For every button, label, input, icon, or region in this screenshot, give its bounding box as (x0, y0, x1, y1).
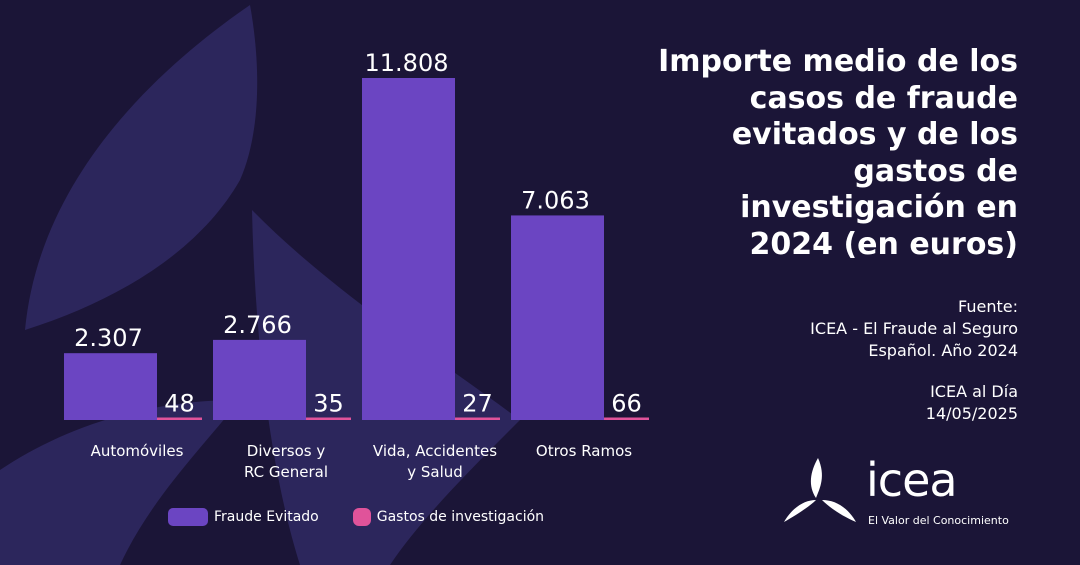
source-line-1: ICEA - El Fraude al Seguro (810, 319, 1018, 338)
bar-chart: 2.307 48 Automóviles 2.766 35 Diversos y RC Ge… (64, 49, 649, 481)
publication-name: ICEA al Día (930, 382, 1018, 401)
chart-title: Importe medio de los casos de fraude evi… (658, 44, 1018, 262)
data-label-gastos-investigacion: 48 (164, 390, 195, 418)
legend-swatch-fraude (168, 508, 208, 526)
data-label-gastos-investigacion: 35 (313, 390, 344, 418)
bar-fraude-evitado (213, 339, 306, 420)
bar-fraude-evitado (64, 353, 157, 420)
legend-item-gastos: Gastos de investigación (352, 508, 545, 526)
data-label-gastos-investigacion: 66 (611, 390, 642, 418)
legend-label-fraude: Fraude Evitado (214, 509, 319, 525)
source-block: Fuente: ICEA - El Fraude al Seguro Españ… (698, 296, 1018, 362)
x-tick-label: Automóviles (91, 442, 184, 460)
icea-logo-tagline: El Valor del Conocimiento (868, 514, 1009, 527)
icea-logo-word: icea (866, 453, 958, 507)
data-label-fraude-evitado: 2.307 (74, 324, 143, 352)
bar-fraude-evitado (511, 215, 604, 420)
data-label-fraude-evitado: 2.766 (223, 311, 292, 339)
chart-legend: Fraude Evitado Gastos de investigación (168, 506, 578, 528)
publication-block: ICEA al Día 14/05/2025 (698, 381, 1018, 425)
x-tick-label: y Salud (407, 463, 463, 481)
publication-date: 14/05/2025 (925, 404, 1018, 423)
data-label-gastos-investigacion: 27 (462, 390, 493, 418)
legend-swatch-gastos (352, 508, 371, 526)
bar-gastos-investigacion (306, 417, 351, 420)
bar-gastos-investigacion (604, 417, 649, 420)
source-line-2: Español. Año 2024 (868, 341, 1018, 360)
icea-logo: icea El Valor del Conocimiento (780, 452, 1020, 532)
legend-label-gastos: Gastos de investigación (376, 509, 545, 525)
x-tick-label: Vida, Accidentes (373, 442, 497, 460)
icea-logo-mark-icon (784, 458, 856, 522)
legend-item-fraude: Fraude Evitado (168, 508, 319, 526)
x-tick-label: Otros Ramos (536, 442, 632, 460)
background-leaf-left (0, 400, 240, 565)
bar-gastos-investigacion (455, 417, 500, 420)
bar-gastos-investigacion (157, 417, 202, 420)
data-label-fraude-evitado: 7.063 (521, 186, 590, 214)
x-tick-label: Diversos y (247, 442, 326, 460)
x-tick-label: RC General (244, 463, 328, 481)
source-label: Fuente: (958, 297, 1018, 316)
bar-fraude-evitado (362, 78, 455, 420)
data-label-fraude-evitado: 11.808 (365, 49, 449, 77)
background-leaf-upper (25, 5, 258, 330)
